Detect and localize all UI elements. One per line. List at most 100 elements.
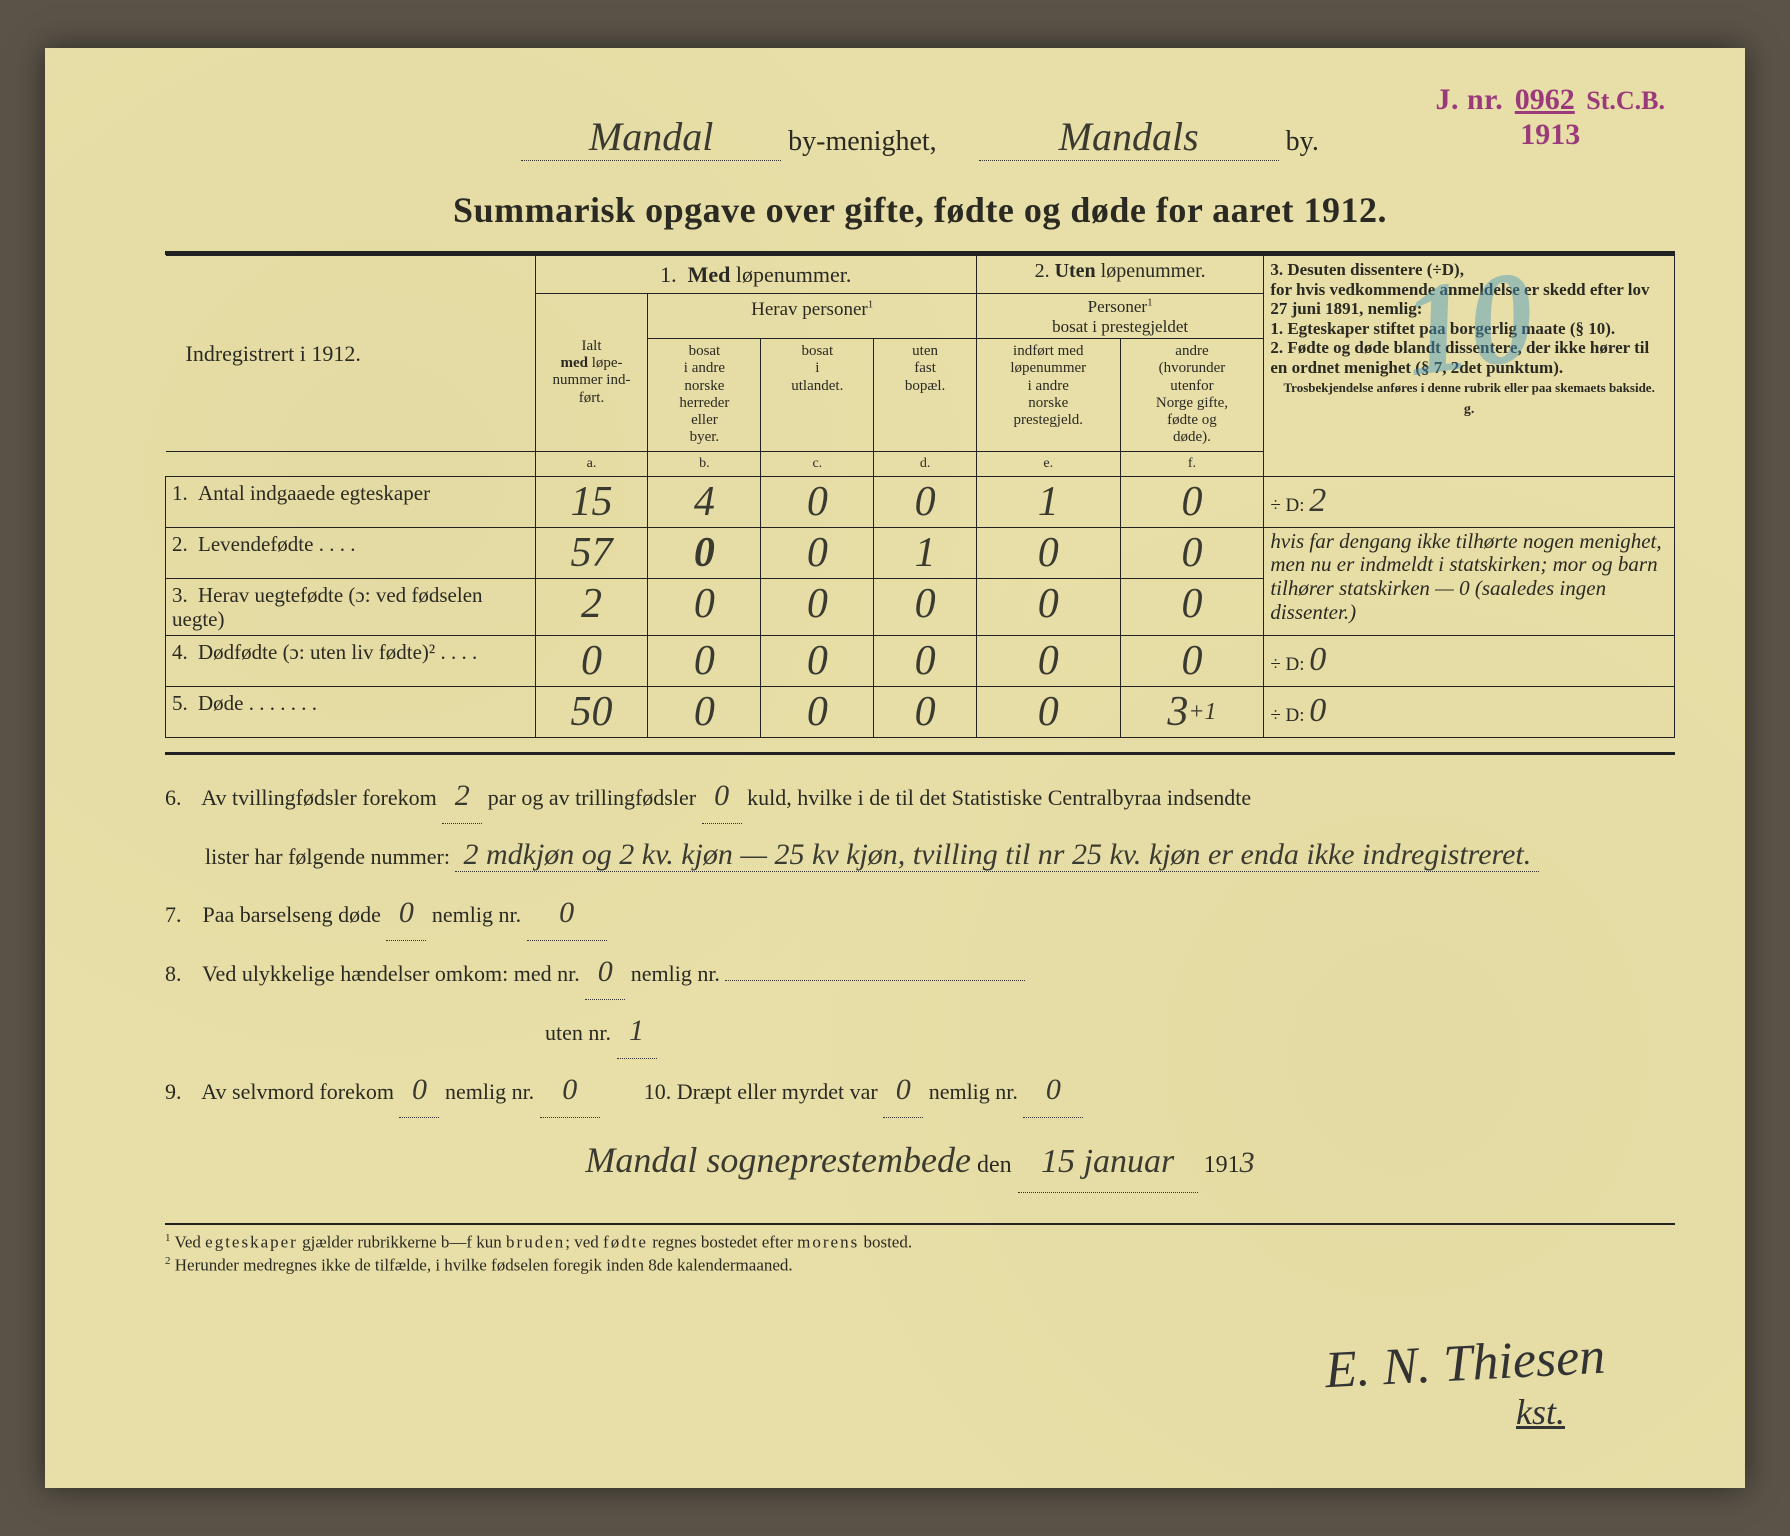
col-label-a: a. (535, 451, 648, 476)
q8-text-c: uten nr. (545, 1020, 611, 1045)
hdr-c: bosatiutlandet. (791, 343, 843, 394)
hdr-sec3-title: 3. Desuten dissentere (÷D), (1270, 260, 1464, 279)
parish-name: Mandal (521, 113, 781, 161)
hdr-e: indført medløpenummeri andrenorskepreste… (1010, 343, 1086, 428)
d-prefix: ÷ D: (1270, 495, 1304, 516)
hdr-d: utenfastbopæl. (905, 343, 945, 394)
row-num: 3. (172, 583, 198, 607)
q6-val-a: 2 (442, 769, 482, 824)
cell-value: 50 (571, 689, 613, 735)
footnote-2: Herunder medregnes ikke de tilfælde, i h… (175, 1256, 793, 1275)
lower-section: 6. Av tvillingfødsler forekom 2 par og a… (165, 752, 1675, 1193)
cell-value: 0 (807, 689, 828, 735)
cell-value: 15 (571, 479, 613, 525)
d-prefix: ÷ D: (1270, 705, 1304, 726)
row-num: 2. (172, 532, 198, 556)
cell-value: 0 (807, 581, 828, 627)
col-label-b: b. (648, 451, 761, 476)
cell-value: 0 (1038, 638, 1059, 684)
hdr-sec3-body: for hvis vedkommende anmeldelse er skedd… (1270, 280, 1649, 377)
stamp-jnr-label: J. nr. (1436, 83, 1504, 116)
cell-value: 3 (1167, 689, 1188, 735)
cell-value: 1 (915, 530, 936, 576)
stamp-stcb: St.C.B. (1586, 86, 1665, 115)
row-num: 5. (172, 691, 198, 715)
marginal-note: hvis far dengang ikke tilhørte nogen men… (1270, 529, 1661, 625)
col-label-d: d. (874, 451, 977, 476)
cell-value: 0 (1181, 479, 1202, 525)
sig-den: den (977, 1152, 1012, 1178)
cell-value: 0 (1181, 638, 1202, 684)
q9-text-b: nemlig nr. (445, 1079, 534, 1104)
q10-val-a: 0 (883, 1063, 923, 1118)
cell-value: 0 (694, 638, 715, 684)
sig-place: Mandal sogneprestembede (585, 1140, 971, 1180)
signature-kst: kst. (1516, 1391, 1565, 1433)
q8-text-b: nemlig nr. (631, 961, 720, 986)
hdr-sec2: 2. Uten løpenummer. (1035, 260, 1206, 282)
main-table: Indregistrert i 1912. 1. Med løpenummer.… (165, 255, 1675, 738)
signature-name: E. N. Thiesen (1323, 1327, 1606, 1401)
col-label-e: e. (976, 451, 1120, 476)
cell-value: 0 (807, 530, 828, 576)
row-label: Dødfødte (ɔ: uten liv fødte)² . . . . (198, 640, 477, 664)
q6-text-b: par og av trillingfødsler (488, 785, 696, 810)
footnote-1: Ved egteskaper gjælder rubrikkerne b—f k… (174, 1233, 912, 1252)
q10-text-a: 10. Dræpt eller myrdet var (644, 1079, 878, 1104)
row-label: Antal indgaaede egteskaper (198, 481, 430, 505)
signature-line: Mandal sogneprestembede den 15 januar 19… (165, 1128, 1675, 1193)
hdr-f: andre(hvorunderutenforNorge gifte,fødte … (1156, 343, 1228, 445)
table-row: 4.Dødfødte (ɔ: uten liv fødte)² . . . . … (166, 635, 1675, 686)
q8-text-a: Ved ulykkelige hændelser omkom: med nr. (202, 961, 580, 986)
cell-value: 0 (1309, 641, 1326, 678)
q6-handwritten: 2 mdkjøn og 2 kv. kjøn — 25 kv kjøn, tvi… (455, 838, 1539, 872)
d-prefix: ÷ D: (1270, 654, 1304, 675)
cell-value-extra: +1 (1188, 699, 1216, 725)
row-label: Døde . . . . . . . (198, 691, 317, 715)
hdr-b: bosati andrenorskeherrederellerbyer. (679, 343, 729, 445)
table-row: 1.Antal indgaaede egteskaper 15 4 0 0 1 … (166, 476, 1675, 527)
sig-year-suffix: 3 (1240, 1146, 1255, 1179)
cell-value: 0 (915, 638, 936, 684)
q7-text-b: nemlig nr. (432, 902, 521, 927)
col-label-c: c. (761, 451, 874, 476)
hdr-sec3-note: Trosbekjendelse anføres i denne rubrik e… (1270, 381, 1668, 396)
q10-val-b: 0 (1023, 1063, 1083, 1118)
q6-text-a: Av tvillingfødsler forekom (201, 785, 436, 810)
hdr-indreg: Indregistrert i 1912. (186, 341, 361, 366)
q9-val-a: 0 (399, 1063, 439, 1118)
row-label: Herav uegtefødte (ɔ: ved fødselen uegte) (172, 583, 483, 631)
q7-val-a: 0 (386, 886, 426, 941)
q8-val-a: 0 (585, 945, 625, 1000)
district-name: Mandals (979, 113, 1279, 161)
hdr-personer2: Personer1bosat i prestegjeldet (1052, 297, 1188, 336)
cell-value: 0 (1181, 530, 1202, 576)
row-num: 1. (172, 481, 198, 505)
cell-value: 2 (1309, 482, 1326, 519)
cell-value: 0 (694, 689, 715, 735)
cell-value: 0 (1309, 692, 1326, 729)
cell-value: 0 (1181, 581, 1202, 627)
cell-value: 0 (915, 581, 936, 627)
cell-value: 0 (694, 581, 715, 627)
cell-value: 0 (915, 689, 936, 735)
journal-stamp: J. nr. 0962 St.C.B. 1913 (1436, 83, 1666, 151)
stamp-year: 1913 (1436, 118, 1666, 151)
cell-value: 0 (807, 479, 828, 525)
q9-text-a: Av selvmord forekom (201, 1079, 394, 1104)
district-label: by. (1286, 126, 1319, 157)
q6-text-d: lister har følgende nummer: (205, 844, 450, 869)
stamp-number: 0962 (1511, 83, 1579, 116)
hdr-herav: Herav personer1 (751, 299, 873, 320)
table-row: 5.Døde . . . . . . . 50 0 0 0 0 3+1 ÷ D:… (166, 686, 1675, 737)
row-label: Levendefødte . . . . (198, 532, 355, 556)
menighet-label: by-menighet, (788, 126, 937, 157)
col-label-f: f. (1120, 451, 1264, 476)
q8-blank (725, 980, 1025, 981)
sig-year-prefix: 191 (1204, 1152, 1240, 1178)
sig-date: 15 januar (1018, 1131, 1198, 1193)
cell-value: 0 (807, 638, 828, 684)
table-row: 2.Levendefødte . . . . 57 0 0 1 0 0 hvis… (166, 527, 1675, 578)
q7-text-a: Paa barselseng døde (203, 902, 381, 927)
cell-value: 0 (915, 479, 936, 525)
